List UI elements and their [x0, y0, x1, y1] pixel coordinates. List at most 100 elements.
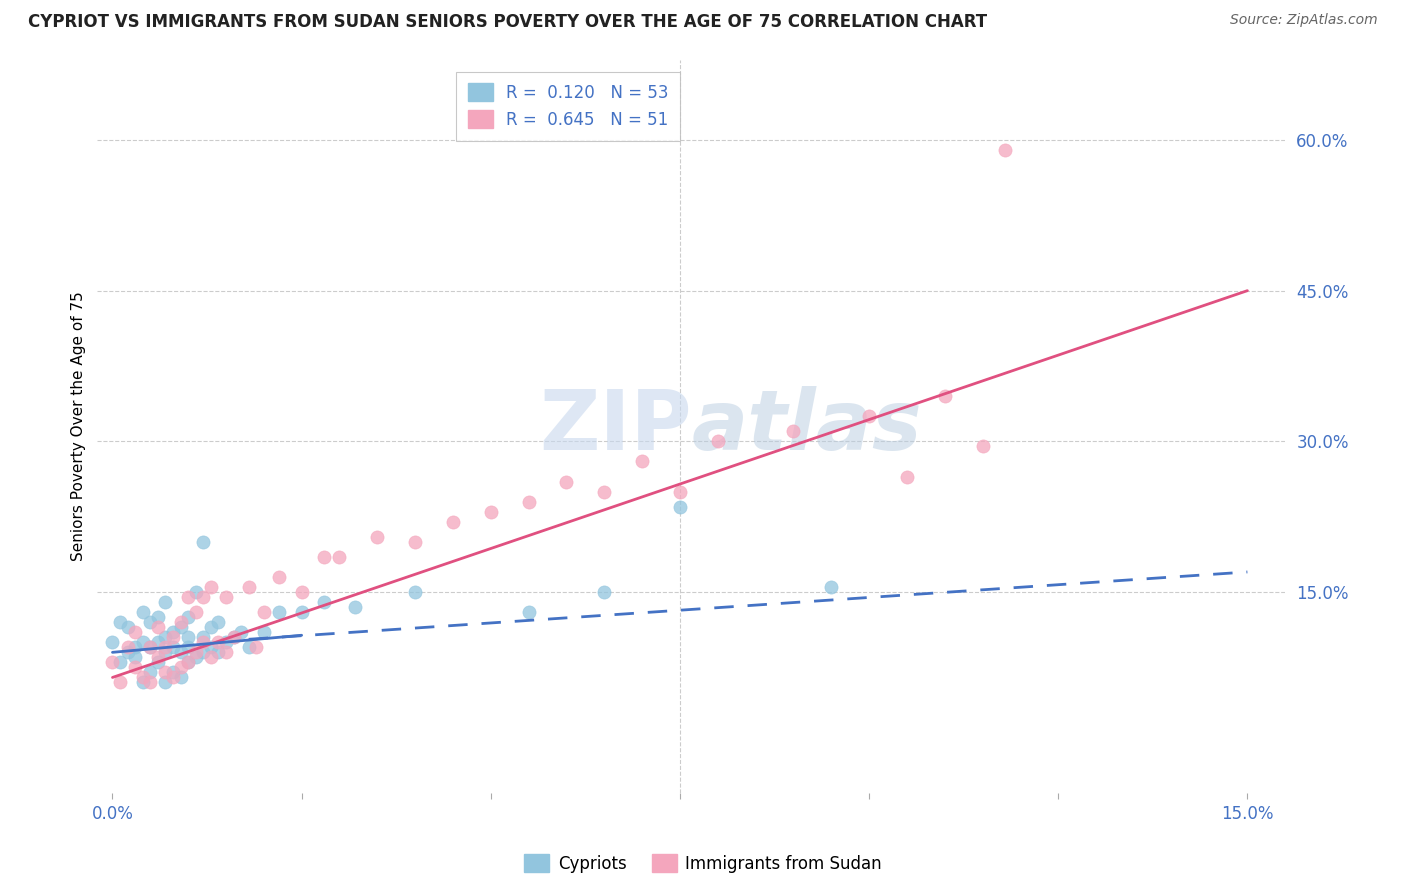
- Point: [132, 635, 155, 649]
- Point: [139, 665, 162, 680]
- Point: [117, 620, 139, 634]
- Point: [177, 640, 200, 655]
- Point: [820, 580, 842, 594]
- Point: [517, 494, 540, 508]
- Point: [108, 675, 131, 690]
- Point: [124, 650, 146, 665]
- Point: [146, 635, 169, 649]
- Point: [155, 665, 177, 680]
- Point: [193, 645, 215, 659]
- Point: [193, 630, 215, 644]
- Point: [146, 656, 169, 670]
- Point: [291, 585, 314, 599]
- Point: [146, 620, 169, 634]
- Point: [215, 590, 238, 604]
- Point: [117, 640, 139, 655]
- Point: [267, 570, 290, 584]
- Point: [108, 656, 131, 670]
- Point: [101, 656, 124, 670]
- Point: [132, 675, 155, 690]
- Point: [139, 615, 162, 630]
- Legend: R =  0.120   N = 53, R =  0.645   N = 51: R = 0.120 N = 53, R = 0.645 N = 51: [456, 71, 681, 141]
- Point: [101, 635, 124, 649]
- Point: [207, 645, 229, 659]
- Point: [994, 143, 1017, 157]
- Text: atlas: atlas: [692, 386, 922, 467]
- Point: [146, 650, 169, 665]
- Point: [593, 585, 616, 599]
- Point: [200, 640, 222, 655]
- Point: [669, 500, 692, 514]
- Point: [441, 515, 464, 529]
- Point: [162, 625, 184, 640]
- Point: [162, 630, 184, 644]
- Point: [314, 549, 336, 564]
- Point: [631, 454, 654, 468]
- Point: [124, 660, 146, 674]
- Point: [177, 630, 200, 644]
- Point: [117, 645, 139, 659]
- Point: [222, 630, 245, 644]
- Point: [328, 549, 350, 564]
- Point: [169, 670, 191, 684]
- Point: [169, 645, 191, 659]
- Point: [193, 534, 215, 549]
- Point: [155, 640, 177, 655]
- Point: [229, 625, 252, 640]
- Point: [155, 630, 177, 644]
- Point: [366, 530, 388, 544]
- Point: [200, 620, 222, 634]
- Point: [124, 640, 146, 655]
- Point: [184, 605, 207, 619]
- Point: [169, 615, 191, 630]
- Point: [162, 670, 184, 684]
- Point: [858, 409, 880, 424]
- Point: [184, 585, 207, 599]
- Point: [896, 469, 918, 483]
- Point: [222, 630, 245, 644]
- Point: [169, 660, 191, 674]
- Point: [139, 675, 162, 690]
- Point: [155, 595, 177, 609]
- Point: [177, 590, 200, 604]
- Point: [253, 605, 276, 619]
- Point: [200, 650, 222, 665]
- Point: [593, 484, 616, 499]
- Point: [669, 484, 692, 499]
- Point: [517, 605, 540, 619]
- Point: [155, 675, 177, 690]
- Point: [162, 665, 184, 680]
- Point: [193, 635, 215, 649]
- Point: [267, 605, 290, 619]
- Point: [177, 610, 200, 624]
- Point: [132, 670, 155, 684]
- Point: [146, 610, 169, 624]
- Point: [343, 600, 366, 615]
- Point: [169, 620, 191, 634]
- Text: CYPRIOT VS IMMIGRANTS FROM SUDAN SENIORS POVERTY OVER THE AGE OF 75 CORRELATION : CYPRIOT VS IMMIGRANTS FROM SUDAN SENIORS…: [28, 13, 987, 31]
- Point: [184, 645, 207, 659]
- Point: [207, 615, 229, 630]
- Point: [193, 590, 215, 604]
- Point: [404, 534, 426, 549]
- Point: [479, 505, 502, 519]
- Point: [555, 475, 578, 489]
- Point: [215, 635, 238, 649]
- Text: ZIP: ZIP: [538, 386, 692, 467]
- Point: [706, 434, 728, 449]
- Point: [238, 580, 260, 594]
- Point: [177, 656, 200, 670]
- Point: [124, 625, 146, 640]
- Point: [184, 650, 207, 665]
- Point: [238, 640, 260, 655]
- Point: [132, 605, 155, 619]
- Point: [253, 625, 276, 640]
- Text: Source: ZipAtlas.com: Source: ZipAtlas.com: [1230, 13, 1378, 28]
- Point: [155, 645, 177, 659]
- Point: [207, 635, 229, 649]
- Point: [177, 656, 200, 670]
- Point: [314, 595, 336, 609]
- Point: [139, 640, 162, 655]
- Legend: Cypriots, Immigrants from Sudan: Cypriots, Immigrants from Sudan: [517, 847, 889, 880]
- Point: [934, 389, 956, 403]
